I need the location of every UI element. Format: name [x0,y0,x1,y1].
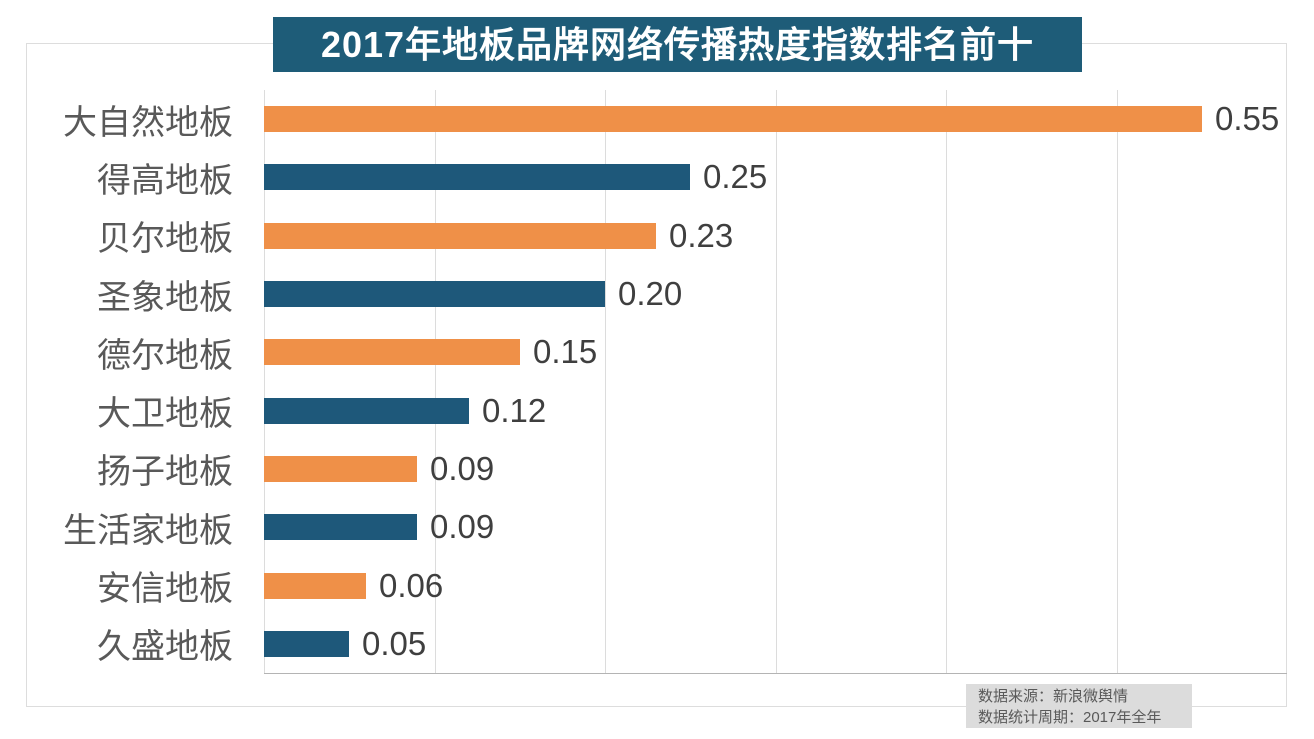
value-label: 0.20 [618,275,683,313]
bar [264,222,656,249]
value-label: 0.55 [1215,100,1280,138]
bar [264,339,520,366]
bar [264,455,417,482]
category-label: 德尔地板 [97,336,233,375]
bar-row: 大自然地板 0.55 [0,90,1314,148]
plot-area [264,90,1287,673]
data-source-note: 数据来源：新浪微舆情 数据统计周期：2017年全年 [966,684,1192,728]
bar [264,572,366,599]
data-period-line: 数据统计周期：2017年全年 [978,709,1162,726]
x-axis-line [264,673,1287,674]
value-label: 0.23 [669,216,734,254]
category-label: 久盛地板 [97,628,233,667]
bar-row: 安信地板 0.06 [0,556,1314,614]
bar-row: 大卫地板 0.12 [0,382,1314,440]
category-label: 贝尔地板 [97,220,233,259]
value-label: 0.15 [533,333,598,371]
value-label: 0.09 [430,449,495,487]
bar-row: 德尔地板 0.15 [0,323,1314,381]
bar-row: 久盛地板 0.05 [0,615,1314,673]
gridline [946,90,947,673]
data-source-line: 数据来源：新浪微舆情 [978,688,1129,705]
category-label: 安信地板 [97,570,233,609]
gridline [434,90,436,673]
bar-row: 扬子地板 0.09 [0,440,1314,498]
bar [264,281,605,308]
category-label: 圣象地板 [97,278,233,317]
bar [264,164,690,191]
bar-row: 圣象地板 0.20 [0,265,1314,323]
category-label: 扬子地板 [97,453,233,492]
chart-title: 2017年地板品牌网络传播热度指数排名前十 [273,17,1082,72]
category-label: 生活家地板 [63,511,233,550]
category-label: 得高地板 [97,161,233,200]
y-axis-line [264,90,265,673]
value-label: 0.06 [379,566,444,604]
bar-row: 贝尔地板 0.23 [0,207,1314,265]
value-label: 0.09 [430,508,495,546]
bar-row: 生活家地板 0.09 [0,498,1314,556]
value-label: 0.25 [703,158,768,196]
bar [264,106,1202,133]
category-label: 大卫地板 [97,395,233,434]
category-label: 大自然地板 [63,103,233,142]
bar [264,397,469,424]
gridline [1116,90,1118,673]
gridline [605,90,606,673]
value-label: 0.12 [482,391,547,429]
bar-row: 得高地板 0.25 [0,148,1314,206]
gridline [775,90,777,673]
bar [264,514,417,541]
bar [264,630,349,657]
value-label: 0.05 [362,624,427,662]
